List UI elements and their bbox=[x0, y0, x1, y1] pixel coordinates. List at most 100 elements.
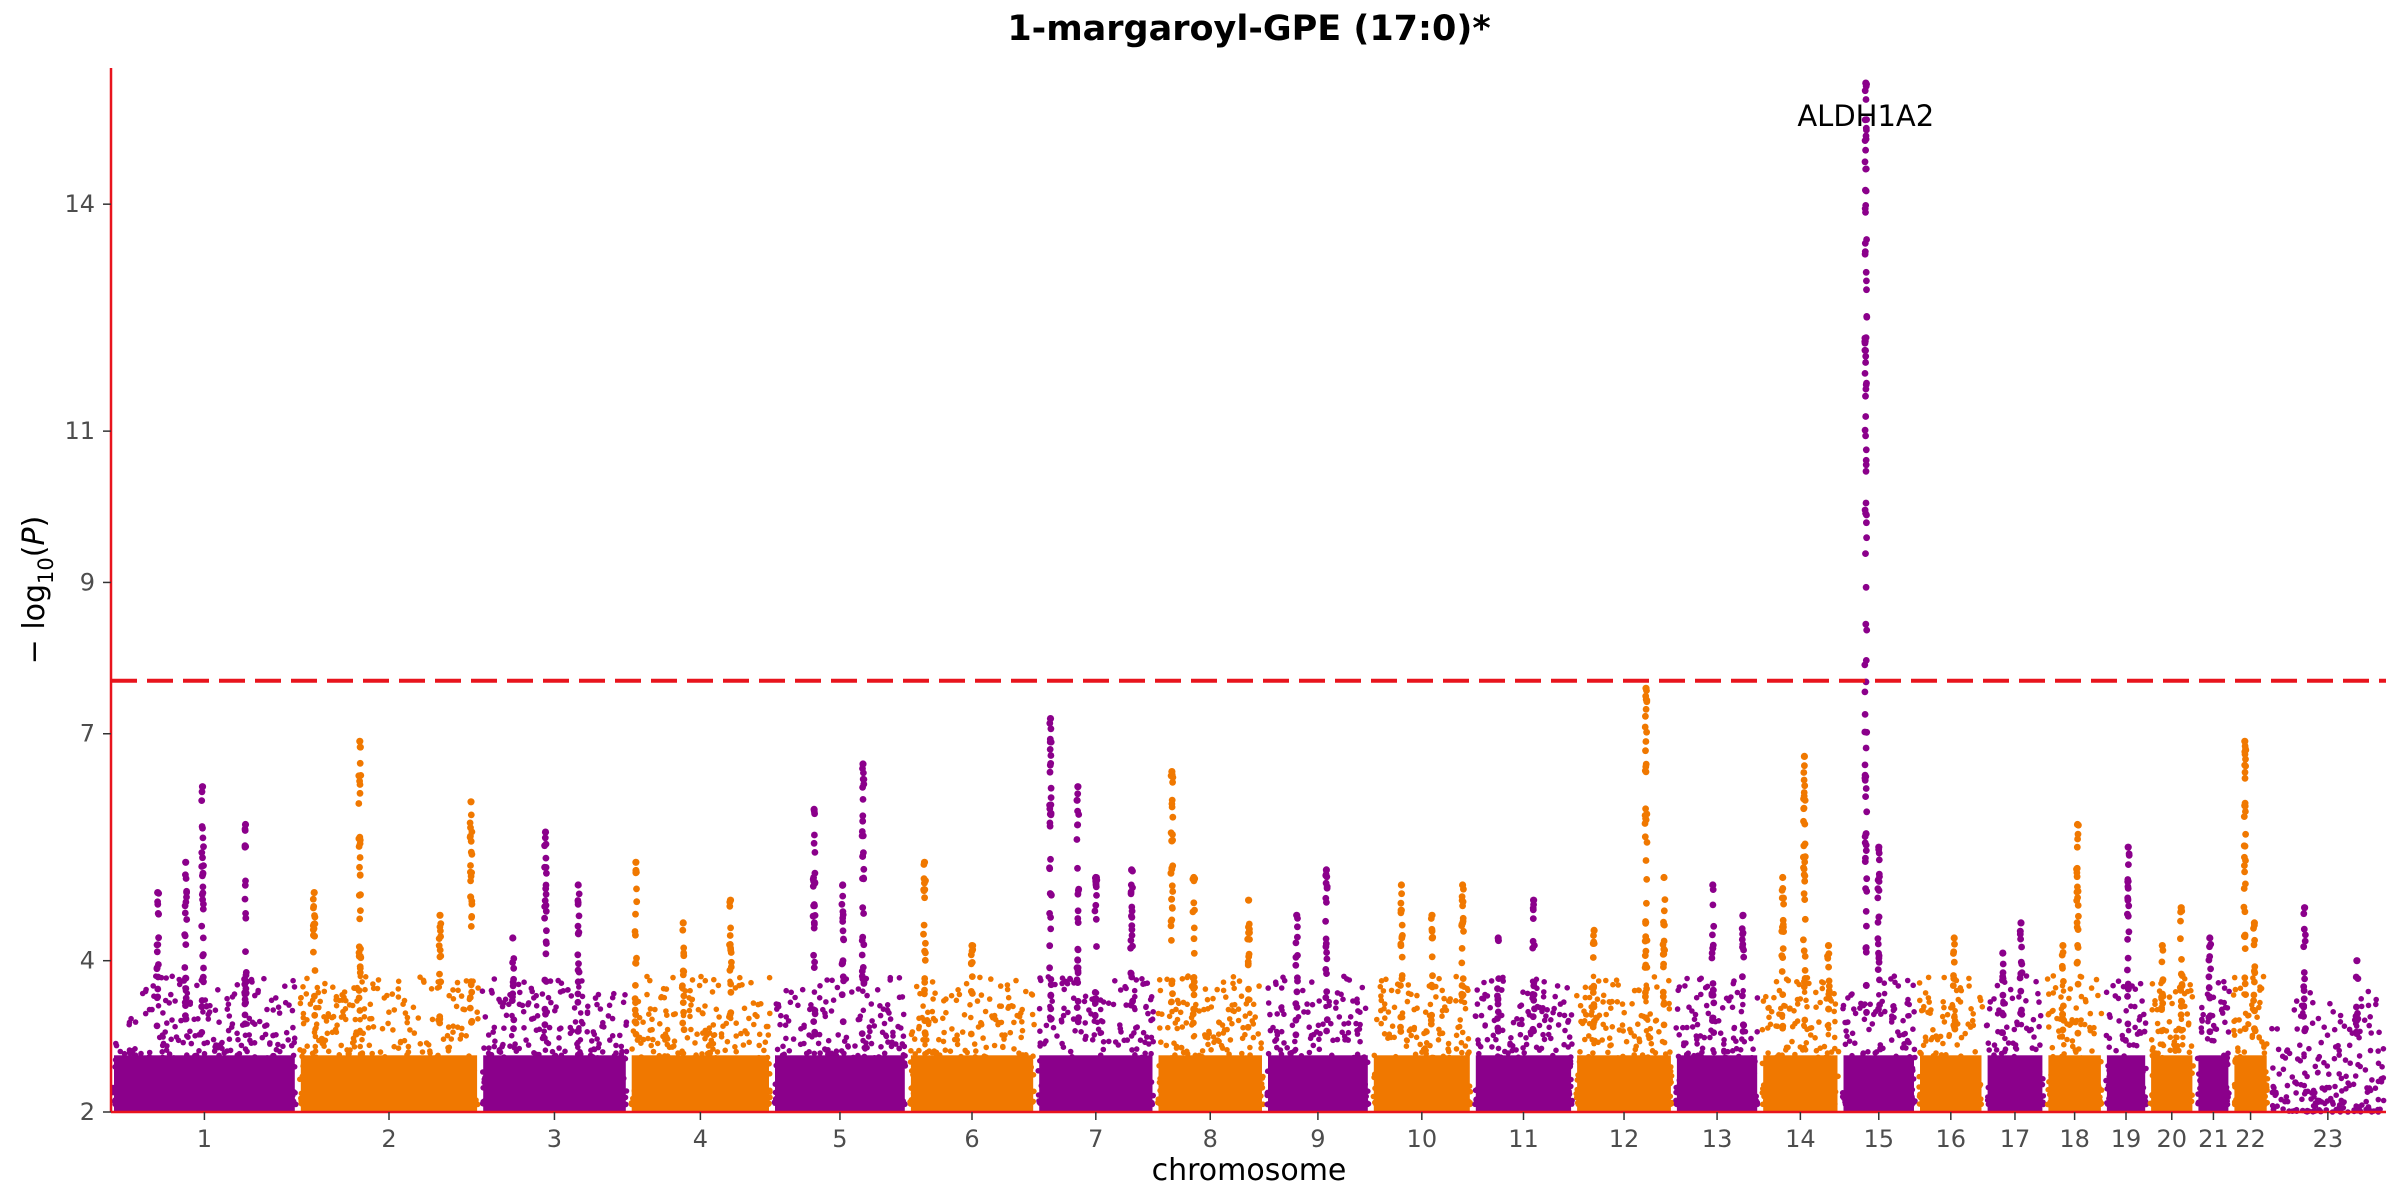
snp-point bbox=[878, 1044, 884, 1050]
snp-point bbox=[467, 862, 474, 869]
snp-point bbox=[1091, 1032, 1098, 1038]
snp-point bbox=[1281, 1040, 1287, 1046]
snp-point bbox=[1167, 829, 1175, 837]
snp-point bbox=[594, 1036, 600, 1042]
snp-point bbox=[609, 994, 616, 1001]
snp-point bbox=[574, 930, 582, 937]
snp-point bbox=[943, 1009, 949, 1016]
snp-point bbox=[162, 997, 169, 1004]
snp-point bbox=[1284, 1045, 1290, 1051]
snp-point bbox=[921, 886, 929, 893]
snp-point bbox=[313, 1021, 320, 1027]
snp-point bbox=[727, 946, 735, 954]
snp-point bbox=[277, 1048, 283, 1055]
snp-point bbox=[181, 902, 189, 910]
snp-point bbox=[198, 788, 206, 796]
snp-point bbox=[242, 948, 249, 955]
snp-point bbox=[839, 959, 846, 967]
snp-point bbox=[519, 1002, 526, 1009]
snp-point bbox=[843, 1034, 850, 1041]
snp-point bbox=[860, 1007, 867, 1014]
snp-point bbox=[270, 1032, 277, 1039]
snp-point bbox=[963, 980, 970, 987]
snp-point bbox=[275, 1004, 282, 1010]
snp-point bbox=[577, 1037, 584, 1043]
snp-point bbox=[334, 1022, 340, 1028]
snp-point bbox=[1169, 1008, 1175, 1015]
snp-point bbox=[390, 1027, 396, 1033]
snp-point bbox=[164, 1020, 170, 1026]
snp-point bbox=[276, 1010, 283, 1016]
snp-point bbox=[1359, 984, 1366, 991]
snp-point bbox=[1092, 995, 1100, 1003]
snp-point bbox=[261, 975, 267, 982]
snp-point bbox=[1112, 978, 1118, 984]
snp-point bbox=[816, 1031, 823, 1038]
snp-point bbox=[1190, 935, 1198, 943]
snp-point bbox=[921, 979, 929, 986]
snp-point bbox=[1142, 1050, 1148, 1057]
snp-point bbox=[857, 1013, 864, 1019]
snp-point bbox=[182, 994, 190, 1002]
snp-point bbox=[1000, 1043, 1006, 1050]
snp-point bbox=[1169, 990, 1176, 998]
snp-point bbox=[778, 1012, 784, 1019]
snp-point bbox=[205, 1011, 211, 1018]
snp-point bbox=[1190, 991, 1198, 999]
snp-point bbox=[633, 954, 640, 962]
snp-point bbox=[355, 800, 363, 807]
snp-point bbox=[654, 1040, 661, 1047]
snp-point bbox=[290, 1024, 296, 1031]
snp-point bbox=[560, 988, 566, 994]
snp-point bbox=[930, 1015, 937, 1022]
snp-point bbox=[1247, 1044, 1253, 1051]
snp-point bbox=[567, 1024, 574, 1031]
snp-point bbox=[584, 1010, 591, 1017]
peak-point bbox=[920, 858, 929, 866]
snp-point bbox=[571, 1005, 578, 1011]
snp-point bbox=[199, 889, 207, 897]
snp-point bbox=[633, 898, 641, 906]
snp-point bbox=[1143, 1003, 1149, 1010]
snp-point bbox=[188, 1040, 195, 1047]
snp-point bbox=[1092, 901, 1100, 909]
snp-point bbox=[499, 1003, 506, 1010]
snp-point bbox=[640, 1019, 646, 1025]
snp-point bbox=[270, 1007, 277, 1013]
snp-point bbox=[1129, 1047, 1135, 1053]
snp-point bbox=[817, 983, 823, 989]
snp-point bbox=[1174, 1025, 1180, 1032]
snp-point bbox=[1216, 1019, 1222, 1025]
snp-point bbox=[138, 1050, 144, 1057]
snp-point bbox=[702, 1035, 708, 1042]
peak-point bbox=[859, 760, 867, 768]
snp-point bbox=[311, 932, 318, 940]
snp-point bbox=[839, 892, 847, 900]
snp-point bbox=[491, 1024, 498, 1031]
snp-point bbox=[242, 1046, 249, 1052]
snp-point bbox=[978, 992, 985, 998]
snp-point bbox=[298, 994, 304, 1001]
snp-point bbox=[650, 1048, 657, 1055]
snp-point bbox=[942, 1047, 949, 1053]
snp-point bbox=[578, 1018, 585, 1025]
snp-point bbox=[150, 983, 156, 989]
snp-point bbox=[983, 1044, 989, 1051]
snp-point bbox=[1244, 1023, 1252, 1031]
snp-point bbox=[679, 926, 687, 934]
snp-point bbox=[920, 1003, 926, 1009]
snp-point bbox=[1333, 1005, 1339, 1011]
snp-point bbox=[929, 979, 936, 985]
snp-point bbox=[523, 1037, 529, 1043]
snp-point bbox=[595, 991, 602, 998]
snp-point bbox=[423, 1040, 430, 1046]
snp-point bbox=[181, 909, 189, 917]
snp-point bbox=[1214, 986, 1220, 993]
snp-point bbox=[1093, 943, 1100, 950]
snp-point bbox=[1150, 1009, 1156, 1015]
snp-point bbox=[196, 1048, 202, 1054]
snp-point bbox=[864, 992, 870, 999]
peak-point bbox=[968, 942, 976, 950]
snp-point bbox=[173, 1034, 180, 1040]
snp-point bbox=[216, 1019, 222, 1025]
